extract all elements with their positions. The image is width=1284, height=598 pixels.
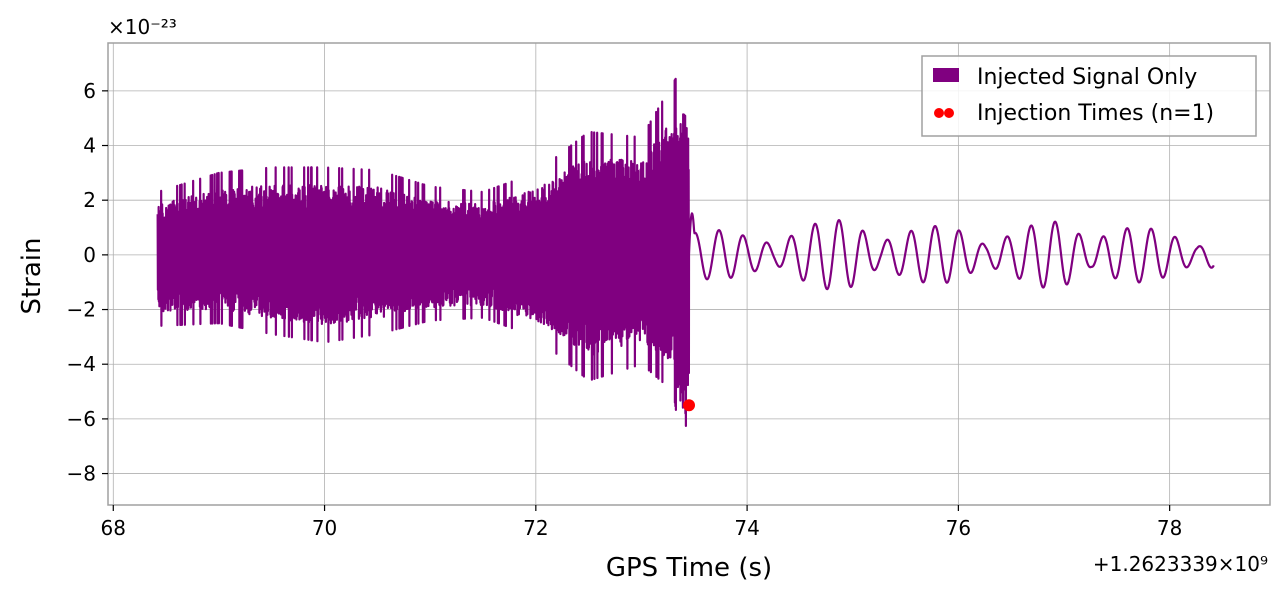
- legend-label-injection: Injection Times (n=1): [977, 101, 1214, 126]
- x-tick-label: 74: [734, 516, 759, 540]
- y-multiplier-label: ×10⁻²³: [108, 15, 177, 39]
- y-tick-label: 2: [83, 188, 96, 212]
- axis-ticks: 68 70 72 74 76 78 −8 −6 −4 −2 0 2 4 6: [67, 79, 1183, 540]
- y-tick-label: −4: [67, 352, 96, 376]
- legend-box: [921, 55, 1257, 137]
- x-offset-label: +1.2623339×10⁹: [1093, 552, 1268, 576]
- y-tick-label: 0: [83, 243, 96, 267]
- legend-swatch-signal: [933, 68, 959, 82]
- x-tick-label: 68: [101, 516, 126, 540]
- y-tick-label: 4: [83, 134, 96, 158]
- x-tick-label: 70: [312, 516, 337, 540]
- legend-marker-injection: [934, 108, 944, 118]
- y-tick-label: 6: [83, 79, 96, 103]
- series-injected-signal: [156, 77, 1215, 427]
- x-tick-label: 72: [523, 516, 548, 540]
- legend-label-signal: Injected Signal Only: [977, 65, 1197, 90]
- x-tick-label: 76: [946, 516, 971, 540]
- legend-marker-injection: [944, 108, 954, 118]
- series-layer: [156, 77, 1215, 427]
- plot-frame: [107, 42, 1271, 506]
- injection-point: [683, 399, 695, 412]
- y-tick-label: −8: [67, 462, 96, 486]
- y-axis-label: Strain: [17, 237, 47, 314]
- legend: Injected Signal Only Injection Times (n=…: [921, 55, 1257, 137]
- y-tick-label: −6: [67, 407, 96, 431]
- y-tick-label: −2: [67, 298, 96, 322]
- x-axis-label: GPS Time (s): [606, 553, 772, 583]
- x-tick-label: 78: [1157, 516, 1182, 540]
